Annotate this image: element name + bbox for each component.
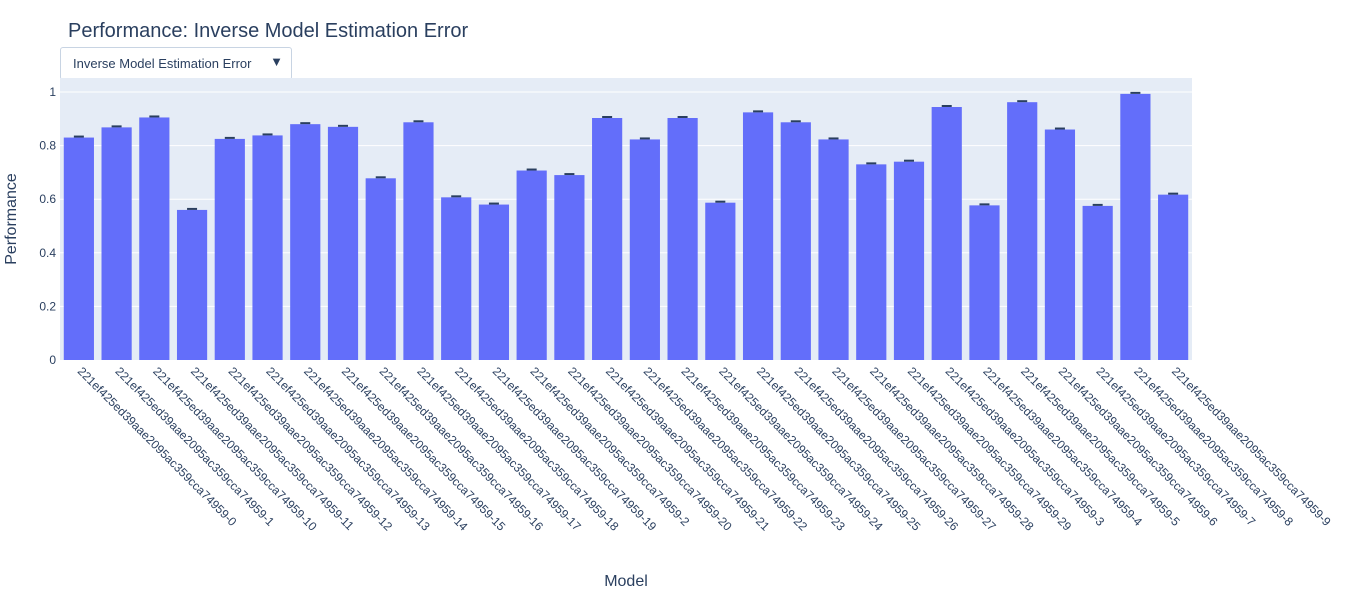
bar[interactable] <box>327 126 359 360</box>
bar[interactable] <box>893 161 925 360</box>
bar[interactable] <box>176 209 208 360</box>
bar[interactable] <box>1044 129 1076 360</box>
bar[interactable] <box>705 202 736 360</box>
x-axis-ticks: 221ef425ed39aae2095ac359cca74959-0221ef4… <box>75 364 1334 534</box>
bar[interactable] <box>1007 102 1038 361</box>
dropdown-selected-label: Inverse Model Estimation Error <box>73 56 252 71</box>
bar[interactable] <box>403 122 434 360</box>
bar[interactable] <box>290 124 321 360</box>
bar[interactable] <box>969 205 1000 360</box>
bar[interactable] <box>592 117 623 360</box>
bar[interactable] <box>554 175 585 360</box>
bar[interactable] <box>1082 205 1113 360</box>
bar[interactable] <box>441 197 472 360</box>
y-tick-label: 1 <box>49 85 56 99</box>
bar[interactable] <box>931 107 962 361</box>
bar[interactable] <box>63 137 94 360</box>
y-tick-label: 0.6 <box>39 192 56 206</box>
error-bars <box>73 91 1179 210</box>
bar[interactable] <box>1158 194 1189 360</box>
bar[interactable] <box>101 127 132 360</box>
bar[interactable] <box>818 139 849 360</box>
chart-title: Performance: Inverse Model Estimation Er… <box>68 20 469 42</box>
bars <box>63 93 1189 361</box>
plot-area <box>60 78 1192 360</box>
bar[interactable] <box>629 139 660 360</box>
triangle-down-icon: ▼ <box>270 54 283 69</box>
x-axis-title: Model <box>604 573 648 590</box>
bar[interactable] <box>478 204 510 360</box>
y-tick-label: 0 <box>49 353 56 367</box>
bar[interactable] <box>780 122 811 360</box>
y-axis-ticks: 0 0.2 0.4 0.6 0.8 1 <box>39 85 56 367</box>
bar[interactable] <box>252 135 283 360</box>
y-tick-label: 0.2 <box>39 299 56 313</box>
y-axis-title: Performance <box>3 173 20 265</box>
y-tick-label: 0.8 <box>39 139 56 153</box>
bar[interactable] <box>365 178 396 360</box>
gridlines <box>60 91 1192 307</box>
bar[interactable] <box>516 170 547 360</box>
bar[interactable] <box>1120 93 1151 360</box>
bar[interactable] <box>742 112 774 360</box>
bar[interactable] <box>856 164 887 360</box>
y-tick-label: 0.4 <box>39 246 56 260</box>
bar[interactable] <box>139 117 170 361</box>
bar[interactable] <box>214 138 245 360</box>
bar[interactable] <box>667 117 698 360</box>
